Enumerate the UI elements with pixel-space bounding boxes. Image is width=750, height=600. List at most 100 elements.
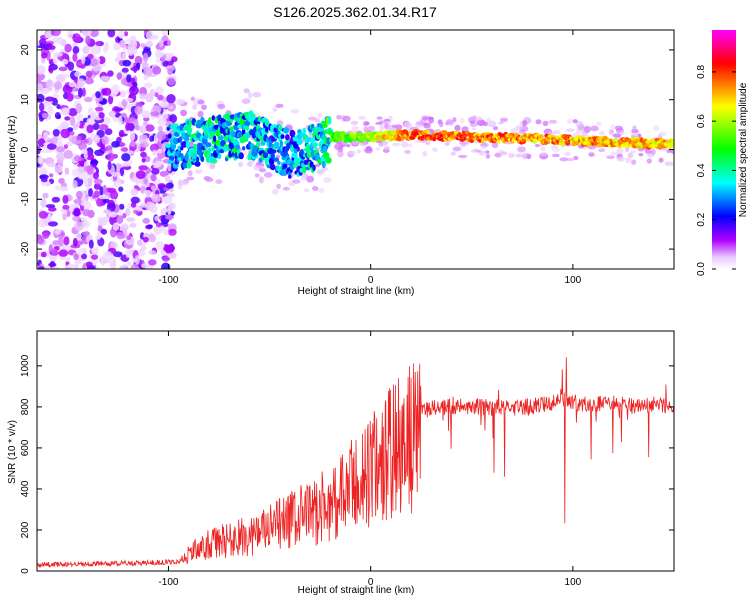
heatmap-cell xyxy=(300,175,307,181)
heatmap-cell xyxy=(137,206,143,212)
heatmap-cell xyxy=(515,153,523,158)
heatmap-cell xyxy=(73,208,81,217)
heatmap-cell xyxy=(95,41,102,47)
heatmap-cell xyxy=(534,144,540,147)
heatmap-cell xyxy=(98,194,109,200)
heatmap-cell xyxy=(439,133,444,138)
heatmap-cell xyxy=(207,147,212,156)
heatmap-cell xyxy=(116,215,124,224)
heatmap-cell xyxy=(610,151,619,156)
heatmap-cell xyxy=(52,240,59,246)
heatmap-cell xyxy=(148,250,157,255)
tick-label: 0.6 xyxy=(696,114,707,128)
heatmap-cell xyxy=(88,107,93,116)
heatmap-cell xyxy=(279,140,283,147)
heatmap-cell xyxy=(309,142,314,149)
heatmap-cell xyxy=(148,234,157,243)
heatmap-cell xyxy=(243,120,251,126)
heatmap-cell xyxy=(72,123,79,130)
heatmap-cell xyxy=(167,162,172,172)
heatmap-cell xyxy=(212,158,218,164)
heatmap-cell xyxy=(517,146,526,153)
heatmap-cell xyxy=(658,131,667,137)
heatmap-cell xyxy=(165,214,174,220)
snr-frame xyxy=(36,330,675,572)
heatmap-cell xyxy=(141,110,151,119)
heatmap-cell xyxy=(101,135,109,145)
heatmap-cell xyxy=(260,141,266,146)
heatmap-cell xyxy=(61,58,69,65)
heatmap-cell xyxy=(104,128,113,136)
heatmap-cell xyxy=(379,123,385,131)
heatmap-cell xyxy=(645,140,650,144)
heatmap-cell xyxy=(121,67,129,73)
tick-label: -20 xyxy=(20,241,31,256)
heatmap-cell xyxy=(169,155,175,161)
heatmap-cell xyxy=(610,124,616,130)
heatmap-cell xyxy=(40,251,47,258)
heatmap-cell xyxy=(157,94,164,101)
heatmap-cell xyxy=(87,150,93,157)
heatmap-cell xyxy=(156,130,166,141)
heatmap-cell xyxy=(275,155,281,159)
heatmap-cell xyxy=(40,149,50,154)
heatmap-cell xyxy=(148,259,157,266)
heatmap-cell xyxy=(58,249,69,257)
heatmap-cell xyxy=(632,133,639,137)
heatmap-cell xyxy=(201,104,207,111)
heatmap-cell xyxy=(119,90,127,98)
heatmap-cell xyxy=(130,196,140,204)
heatmap-cell xyxy=(130,263,139,269)
heatmap-cell xyxy=(110,190,119,200)
heatmap-cell xyxy=(200,156,205,163)
tick-label: 0.8 xyxy=(696,64,707,78)
heatmap-cell xyxy=(113,42,121,51)
heatmap-cell xyxy=(217,153,222,160)
heatmap-cell xyxy=(271,149,277,154)
heatmap-cell xyxy=(469,120,476,125)
heatmap-cell xyxy=(197,110,204,118)
heatmap-cell xyxy=(126,235,131,241)
heatmap-cell xyxy=(328,116,332,123)
heatmap-cell xyxy=(185,140,191,149)
heatmap-cell xyxy=(630,150,636,154)
heatmap-cell xyxy=(183,136,190,142)
heatmap-cell xyxy=(551,148,561,153)
heatmap-cell xyxy=(491,141,499,149)
heatmap-cell xyxy=(43,131,49,141)
heatmap-cell xyxy=(384,122,389,129)
heatmap-cell xyxy=(422,150,428,157)
heatmap-cell xyxy=(135,62,141,69)
heatmap-cell xyxy=(41,52,48,59)
heatmap-cell xyxy=(282,163,288,169)
heatmap-cell xyxy=(72,180,78,189)
tick-label: 100 xyxy=(565,275,582,286)
heatmap-cell xyxy=(277,160,281,165)
heatmap-cell xyxy=(235,144,241,151)
heatmap-cell xyxy=(179,98,185,105)
heatmap-cell xyxy=(98,112,105,119)
tick-label: 20 xyxy=(20,44,31,56)
heatmap-cell xyxy=(258,168,267,173)
heatmap-cell xyxy=(37,93,45,103)
heatmap-cell xyxy=(142,217,150,224)
heatmap-cell xyxy=(73,264,79,269)
heatmap-cell xyxy=(292,179,301,184)
heatmap-cell xyxy=(48,262,57,267)
heatmap-cell xyxy=(196,156,200,164)
heatmap-cell xyxy=(403,121,412,128)
heatmap-cell xyxy=(161,256,170,262)
heatmap-cell xyxy=(37,72,45,81)
heatmap-cell xyxy=(119,203,125,210)
heatmap-cell xyxy=(474,116,483,121)
tick-label: 0 xyxy=(20,146,31,152)
heatmap-cell xyxy=(108,110,116,118)
heatmap-cell xyxy=(89,58,99,67)
heatmap-cell xyxy=(203,176,211,181)
heatmap-cell xyxy=(120,223,129,229)
heatmap-cell xyxy=(81,253,88,260)
heatmap-cell xyxy=(72,237,78,247)
heatmap-cell xyxy=(161,196,171,204)
heatmap-cell xyxy=(140,141,150,148)
heatmap-cell xyxy=(325,157,332,164)
